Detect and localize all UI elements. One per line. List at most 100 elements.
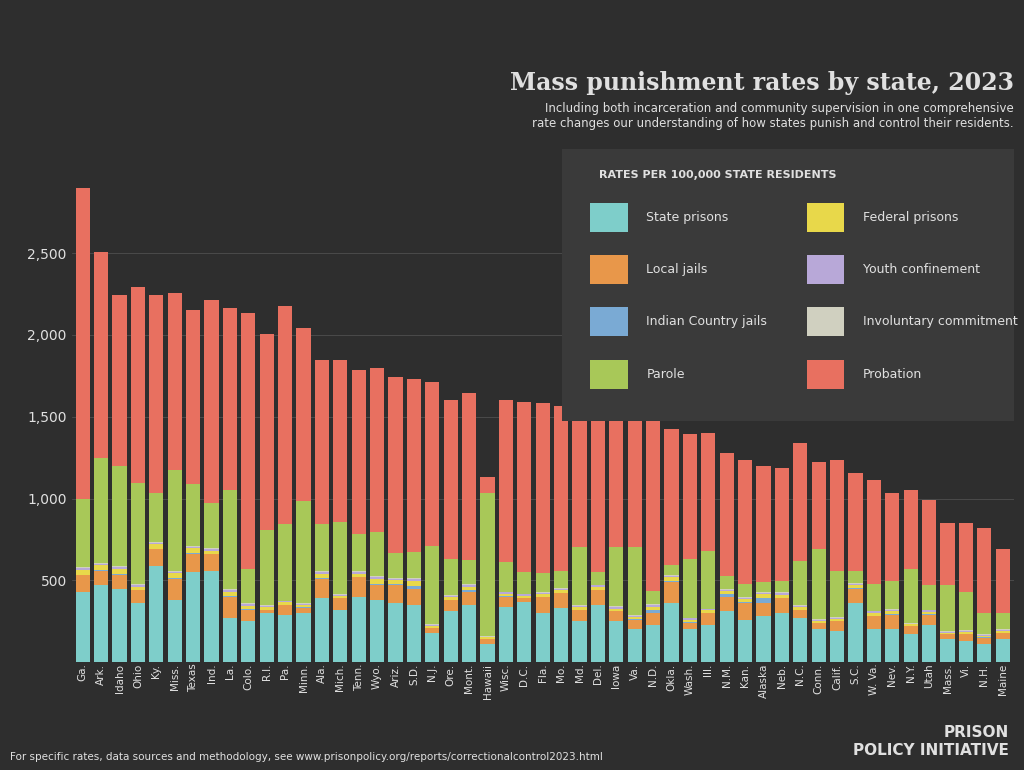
Bar	[113, 467, 127, 566]
Bar	[113, 566, 127, 567]
Bar	[94, 565, 109, 570]
Bar	[278, 605, 292, 614]
Bar	[995, 631, 1010, 633]
Bar	[370, 600, 384, 662]
Bar	[425, 626, 439, 628]
Bar	[646, 607, 660, 610]
Bar	[646, 591, 660, 604]
Bar	[388, 579, 402, 581]
Bar	[407, 579, 421, 581]
Bar	[407, 586, 421, 588]
Bar	[259, 608, 273, 610]
Bar	[517, 598, 531, 601]
Bar	[241, 609, 256, 610]
Text: RATES PER 100,000 STATE RESIDENTS: RATES PER 100,000 STATE RESIDENTS	[599, 170, 837, 180]
Bar	[885, 614, 899, 630]
Text: Involuntary commitment: Involuntary commitment	[863, 316, 1018, 328]
Text: Probation: Probation	[863, 368, 923, 380]
Bar	[223, 490, 238, 589]
Bar	[940, 634, 954, 639]
Bar	[314, 574, 329, 578]
Bar	[794, 561, 808, 605]
Bar	[150, 493, 164, 542]
Bar	[757, 604, 771, 616]
Bar	[848, 588, 862, 604]
Bar	[794, 618, 808, 662]
Bar	[922, 611, 936, 612]
Bar	[150, 295, 164, 493]
Bar	[536, 597, 550, 613]
Bar	[958, 641, 973, 662]
Bar	[995, 630, 1010, 631]
Bar	[701, 613, 716, 624]
Bar	[720, 453, 734, 576]
Bar	[738, 620, 753, 662]
Bar	[370, 369, 384, 532]
FancyBboxPatch shape	[590, 360, 628, 389]
Bar	[536, 573, 550, 592]
Bar	[628, 620, 642, 630]
Bar	[480, 637, 495, 638]
Bar	[812, 463, 826, 549]
Bar	[665, 430, 679, 565]
Bar	[314, 571, 329, 572]
Bar	[683, 620, 697, 622]
Bar	[794, 444, 808, 561]
Bar	[940, 639, 954, 662]
Bar	[958, 631, 973, 634]
Bar	[480, 494, 495, 636]
Bar	[609, 410, 624, 547]
Bar	[812, 620, 826, 621]
Bar	[223, 591, 238, 597]
Bar	[646, 605, 660, 607]
Bar	[572, 605, 587, 606]
Bar	[296, 608, 310, 613]
Bar	[665, 582, 679, 604]
Bar	[333, 360, 347, 522]
Bar	[407, 578, 421, 579]
Bar	[351, 574, 366, 577]
Bar	[848, 583, 862, 584]
Bar	[665, 578, 679, 581]
Bar	[296, 605, 310, 608]
Bar	[443, 595, 458, 596]
Bar	[407, 588, 421, 605]
Bar	[186, 310, 201, 484]
Text: Local jails: Local jails	[646, 263, 708, 276]
Bar	[76, 499, 90, 567]
Bar	[812, 549, 826, 620]
Bar	[131, 604, 145, 662]
Bar	[168, 579, 182, 600]
Bar	[388, 578, 402, 579]
Bar	[94, 571, 109, 585]
Bar	[462, 587, 476, 590]
Bar	[480, 477, 495, 494]
Bar	[296, 613, 310, 662]
Bar	[388, 581, 402, 584]
Bar	[866, 630, 881, 662]
Bar	[259, 605, 273, 606]
FancyBboxPatch shape	[807, 360, 844, 389]
Bar	[150, 543, 164, 544]
Bar	[131, 587, 145, 590]
Bar	[940, 523, 954, 585]
Bar	[829, 571, 845, 617]
Bar	[628, 547, 642, 615]
Bar	[517, 572, 531, 594]
Bar	[241, 313, 256, 568]
Bar	[186, 484, 201, 546]
Bar	[609, 547, 624, 607]
Bar	[278, 524, 292, 601]
Bar	[278, 602, 292, 604]
Bar	[977, 527, 991, 613]
Bar	[885, 609, 899, 610]
Bar	[113, 567, 127, 569]
Bar	[812, 630, 826, 662]
Text: Indian Country jails: Indian Country jails	[646, 316, 767, 328]
Bar	[186, 546, 201, 547]
Bar	[278, 601, 292, 602]
Bar	[499, 562, 513, 591]
Bar	[223, 589, 238, 590]
Bar	[720, 611, 734, 662]
Bar	[775, 613, 790, 662]
